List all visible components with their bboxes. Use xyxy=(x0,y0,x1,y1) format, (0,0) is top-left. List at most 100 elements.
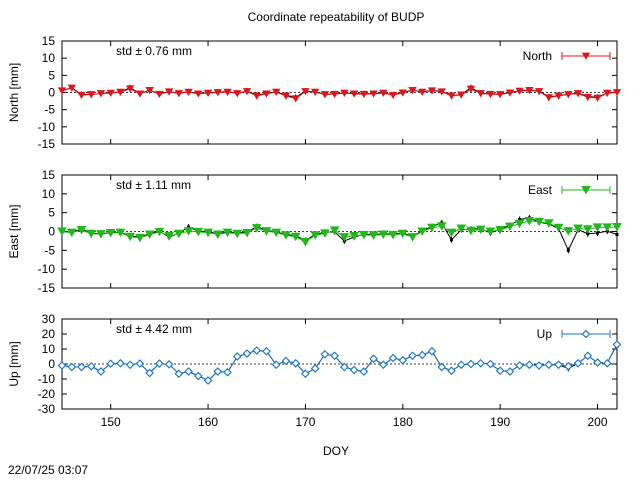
y-tick-label: -20 xyxy=(38,387,56,401)
data-point xyxy=(544,360,554,370)
data-point xyxy=(495,225,506,235)
data-point xyxy=(194,90,203,98)
data-point xyxy=(329,226,340,235)
data-point xyxy=(125,360,135,370)
reference-point xyxy=(586,232,590,236)
x-tick-label: 180 xyxy=(393,415,413,429)
data-point xyxy=(505,89,515,97)
series-line xyxy=(61,220,618,243)
reference-point xyxy=(449,238,453,242)
data-point xyxy=(553,223,564,233)
data-point xyxy=(213,367,223,376)
data-point xyxy=(135,90,145,98)
x-tick-label: 150 xyxy=(101,415,121,429)
data-point xyxy=(505,367,515,376)
data-point xyxy=(418,88,427,96)
data-point xyxy=(340,362,349,372)
data-point xyxy=(213,89,222,97)
data-point xyxy=(525,87,534,95)
data-point xyxy=(437,362,447,372)
data-point xyxy=(407,233,418,242)
data-point xyxy=(398,89,407,97)
data-point xyxy=(388,230,398,240)
data-point xyxy=(475,225,486,235)
data-point xyxy=(524,216,535,226)
y-tick-label: 15 xyxy=(42,168,56,182)
y-tick-label: 5 xyxy=(48,206,55,220)
data-point xyxy=(581,186,591,195)
data-point xyxy=(242,229,252,238)
data-point xyxy=(378,230,389,240)
y-tick-label: 0 xyxy=(48,86,55,100)
data-point xyxy=(145,368,154,378)
data-point xyxy=(554,92,563,100)
data-point xyxy=(330,351,339,361)
x-tick-label: 170 xyxy=(295,415,315,429)
data-point xyxy=(554,360,563,370)
data-point xyxy=(602,223,613,232)
data-point xyxy=(251,224,262,233)
data-point xyxy=(301,88,310,96)
data-point xyxy=(495,366,505,376)
data-point xyxy=(320,349,330,359)
data-point xyxy=(581,52,591,60)
data-point xyxy=(164,232,174,241)
data-point xyxy=(105,229,116,238)
y-tick-label: 20 xyxy=(42,327,56,341)
x-tick-label: 160 xyxy=(198,415,218,429)
data-point xyxy=(66,228,77,238)
reference-series-line xyxy=(61,217,618,252)
data-point xyxy=(115,228,126,238)
data-point xyxy=(349,365,359,375)
data-point xyxy=(262,346,271,356)
data-point xyxy=(281,92,291,100)
data-point xyxy=(86,229,97,239)
y-tick-label: 10 xyxy=(42,51,56,65)
timestamp: 22/07/25 03:07 xyxy=(8,463,88,477)
data-point xyxy=(310,364,320,373)
data-point xyxy=(300,238,311,247)
data-point xyxy=(358,230,369,240)
data-point xyxy=(408,351,417,361)
data-point xyxy=(603,89,612,97)
y-tick-label: -5 xyxy=(44,103,55,117)
data-point xyxy=(486,90,495,99)
data-point xyxy=(212,230,223,240)
data-point xyxy=(96,230,106,239)
data-point xyxy=(573,358,583,368)
data-point xyxy=(252,92,261,100)
data-point xyxy=(144,230,155,240)
data-point xyxy=(164,359,174,369)
data-point xyxy=(233,90,242,98)
std-annotation: std ± 0.76 mm xyxy=(116,44,192,58)
data-point xyxy=(290,232,301,242)
data-point xyxy=(96,90,106,98)
reference-point xyxy=(187,225,191,229)
y-tick-label: 30 xyxy=(42,312,56,326)
reference-point xyxy=(615,233,619,237)
data-point xyxy=(369,90,378,98)
std-annotation: std ± 1.11 mm xyxy=(116,178,191,192)
data-point xyxy=(145,87,154,95)
data-point xyxy=(417,350,427,360)
data-point xyxy=(164,88,174,96)
data-point xyxy=(359,367,369,376)
data-point xyxy=(174,90,184,98)
data-point xyxy=(281,356,291,366)
y-tick-label: -10 xyxy=(38,372,56,386)
data-point xyxy=(67,362,77,372)
data-point xyxy=(116,88,125,96)
data-point xyxy=(193,227,204,237)
data-point xyxy=(582,225,593,234)
data-point xyxy=(446,228,457,238)
data-point xyxy=(515,87,524,95)
data-point xyxy=(203,89,213,97)
data-point xyxy=(583,351,593,361)
data-point xyxy=(456,360,466,370)
data-point xyxy=(57,87,67,95)
data-point xyxy=(505,222,515,232)
data-point xyxy=(203,228,213,238)
data-point xyxy=(174,369,184,379)
data-point xyxy=(223,88,232,96)
